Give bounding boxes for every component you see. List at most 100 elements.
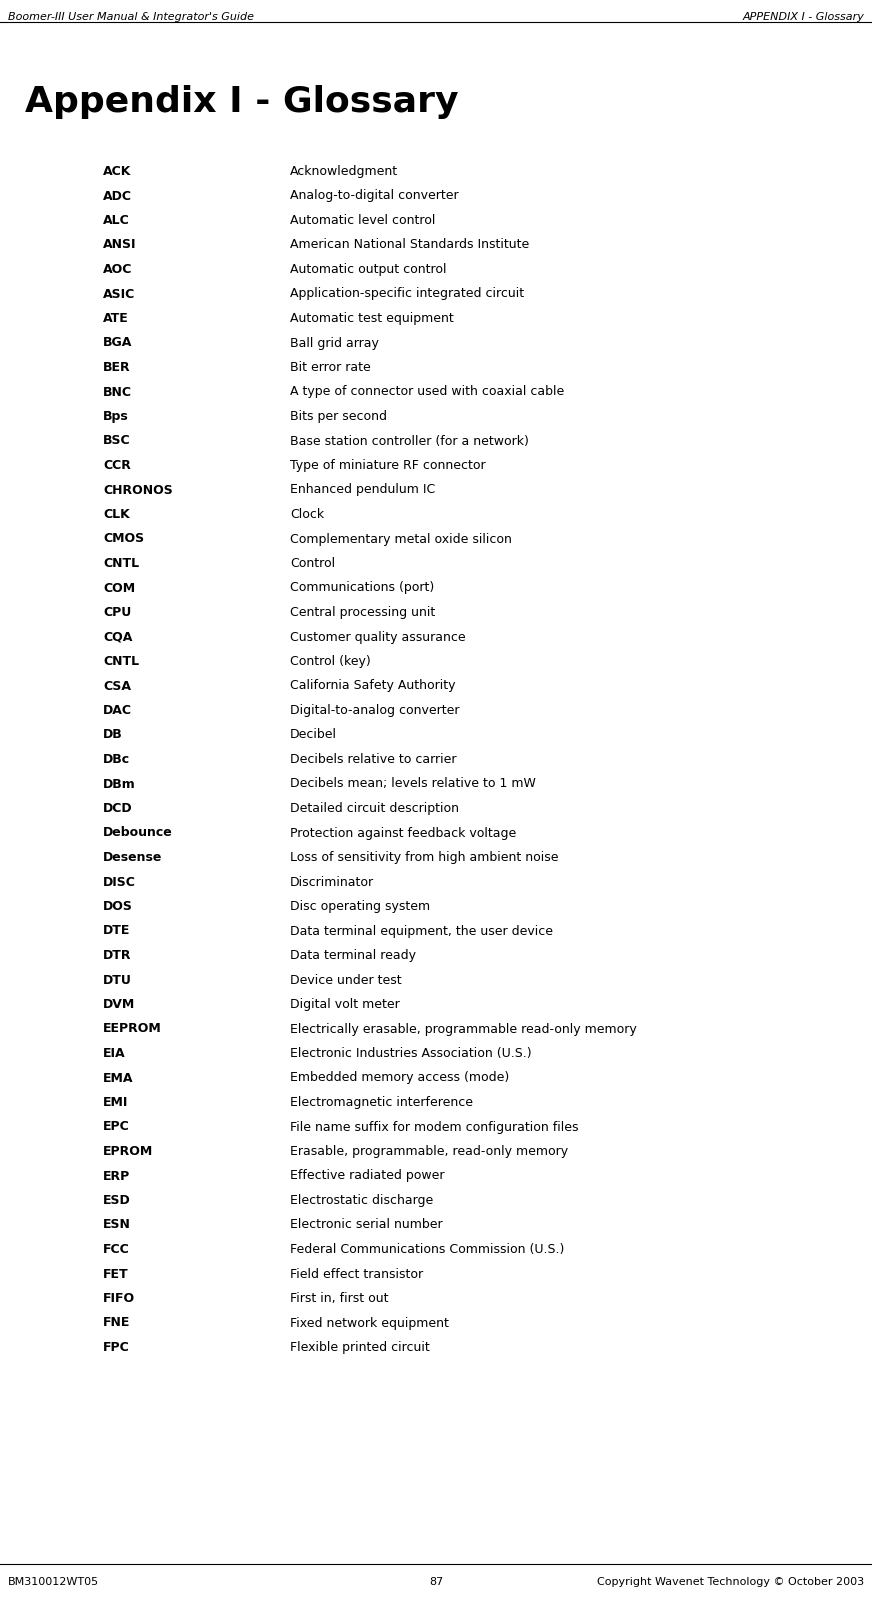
Text: Copyright Wavenet Technology © October 2003: Copyright Wavenet Technology © October 2… — [596, 1577, 864, 1586]
Text: COM: COM — [103, 582, 135, 595]
Text: Fixed network equipment: Fixed network equipment — [290, 1317, 449, 1330]
Text: Bps: Bps — [103, 411, 129, 423]
Text: Boomer-III User Manual & Integrator's Guide: Boomer-III User Manual & Integrator's Gu… — [8, 11, 254, 22]
Text: DB: DB — [103, 728, 123, 741]
Text: Detailed circuit description: Detailed circuit description — [290, 802, 459, 815]
Text: DCD: DCD — [103, 802, 133, 815]
Text: CSA: CSA — [103, 680, 131, 693]
Text: Protection against feedback voltage: Protection against feedback voltage — [290, 826, 516, 839]
Text: Ball grid array: Ball grid array — [290, 337, 378, 350]
Text: DVM: DVM — [103, 998, 135, 1011]
Text: Control: Control — [290, 557, 335, 569]
Text: Application-specific integrated circuit: Application-specific integrated circuit — [290, 287, 524, 300]
Text: EEPROM: EEPROM — [103, 1022, 161, 1036]
Text: First in, first out: First in, first out — [290, 1291, 389, 1306]
Text: Communications (port): Communications (port) — [290, 582, 434, 595]
Text: EMI: EMI — [103, 1096, 128, 1108]
Text: Analog-to-digital converter: Analog-to-digital converter — [290, 189, 459, 202]
Text: DBm: DBm — [103, 778, 136, 791]
Text: CNTL: CNTL — [103, 654, 140, 667]
Text: Automatic level control: Automatic level control — [290, 213, 435, 228]
Text: ALC: ALC — [103, 213, 130, 228]
Text: Erasable, programmable, read-only memory: Erasable, programmable, read-only memory — [290, 1145, 569, 1158]
Text: ERP: ERP — [103, 1169, 130, 1182]
Text: Acknowledgment: Acknowledgment — [290, 165, 399, 178]
Text: Decibel: Decibel — [290, 728, 337, 741]
Text: DTR: DTR — [103, 950, 132, 962]
Text: DTE: DTE — [103, 924, 131, 937]
Text: Debounce: Debounce — [103, 826, 173, 839]
Text: DAC: DAC — [103, 704, 132, 717]
Text: FCC: FCC — [103, 1243, 130, 1256]
Text: Type of miniature RF connector: Type of miniature RF connector — [290, 459, 486, 472]
Text: Decibels mean; levels relative to 1 mW: Decibels mean; levels relative to 1 mW — [290, 778, 536, 791]
Text: Central processing unit: Central processing unit — [290, 606, 435, 619]
Text: Flexible printed circuit: Flexible printed circuit — [290, 1341, 430, 1354]
Text: Federal Communications Commission (U.S.): Federal Communications Commission (U.S.) — [290, 1243, 564, 1256]
Text: Loss of sensitivity from high ambient noise: Loss of sensitivity from high ambient no… — [290, 852, 558, 865]
Text: DOS: DOS — [103, 900, 133, 913]
Text: ANSI: ANSI — [103, 239, 137, 252]
Text: Electrically erasable, programmable read-only memory: Electrically erasable, programmable read… — [290, 1022, 637, 1036]
Text: Effective radiated power: Effective radiated power — [290, 1169, 445, 1182]
Text: EMA: EMA — [103, 1071, 133, 1084]
Text: CQA: CQA — [103, 630, 133, 643]
Text: DISC: DISC — [103, 876, 136, 889]
Text: Automatic test equipment: Automatic test equipment — [290, 313, 453, 326]
Text: EPROM: EPROM — [103, 1145, 153, 1158]
Text: EPC: EPC — [103, 1121, 130, 1134]
Text: Enhanced pendulum IC: Enhanced pendulum IC — [290, 483, 435, 497]
Text: A type of connector used with coaxial cable: A type of connector used with coaxial ca… — [290, 385, 564, 398]
Text: Bit error rate: Bit error rate — [290, 361, 371, 374]
Text: Clock: Clock — [290, 508, 324, 521]
Text: Complementary metal oxide silicon: Complementary metal oxide silicon — [290, 533, 512, 545]
Text: FET: FET — [103, 1267, 129, 1280]
Text: ADC: ADC — [103, 189, 132, 202]
Text: AOC: AOC — [103, 263, 133, 276]
Text: CLK: CLK — [103, 508, 130, 521]
Text: CNTL: CNTL — [103, 557, 140, 569]
Text: Digital volt meter: Digital volt meter — [290, 998, 399, 1011]
Text: Digital-to-analog converter: Digital-to-analog converter — [290, 704, 460, 717]
Text: APPENDIX I - Glossary: APPENDIX I - Glossary — [742, 11, 864, 22]
Text: Electronic serial number: Electronic serial number — [290, 1219, 443, 1232]
Text: 87: 87 — [429, 1577, 443, 1586]
Text: BSC: BSC — [103, 435, 131, 448]
Text: DBc: DBc — [103, 752, 130, 767]
Text: DTU: DTU — [103, 974, 132, 986]
Text: FNE: FNE — [103, 1317, 131, 1330]
Text: BNC: BNC — [103, 385, 132, 398]
Text: Control (key): Control (key) — [290, 654, 371, 667]
Text: Bits per second: Bits per second — [290, 411, 387, 423]
Text: Decibels relative to carrier: Decibels relative to carrier — [290, 752, 457, 767]
Text: Embedded memory access (mode): Embedded memory access (mode) — [290, 1071, 509, 1084]
Text: Appendix I - Glossary: Appendix I - Glossary — [25, 85, 459, 119]
Text: Customer quality assurance: Customer quality assurance — [290, 630, 466, 643]
Text: ATE: ATE — [103, 313, 129, 326]
Text: Electrostatic discharge: Electrostatic discharge — [290, 1193, 433, 1206]
Text: Data terminal ready: Data terminal ready — [290, 950, 416, 962]
Text: ASIC: ASIC — [103, 287, 135, 300]
Text: Base station controller (for a network): Base station controller (for a network) — [290, 435, 529, 448]
Text: California Safety Authority: California Safety Authority — [290, 680, 455, 693]
Text: Data terminal equipment, the user device: Data terminal equipment, the user device — [290, 924, 553, 937]
Text: ESD: ESD — [103, 1193, 131, 1206]
Text: Device under test: Device under test — [290, 974, 402, 986]
Text: ACK: ACK — [103, 165, 132, 178]
Text: CCR: CCR — [103, 459, 131, 472]
Text: ESN: ESN — [103, 1219, 131, 1232]
Text: File name suffix for modem configuration files: File name suffix for modem configuration… — [290, 1121, 578, 1134]
Text: Automatic output control: Automatic output control — [290, 263, 446, 276]
Text: BER: BER — [103, 361, 131, 374]
Text: FIFO: FIFO — [103, 1291, 135, 1306]
Text: CMOS: CMOS — [103, 533, 144, 545]
Text: BM310012WT05: BM310012WT05 — [8, 1577, 99, 1586]
Text: Disc operating system: Disc operating system — [290, 900, 430, 913]
Text: Electromagnetic interference: Electromagnetic interference — [290, 1096, 473, 1108]
Text: FPC: FPC — [103, 1341, 130, 1354]
Text: Field effect transistor: Field effect transistor — [290, 1267, 423, 1280]
Text: CPU: CPU — [103, 606, 132, 619]
Text: Electronic Industries Association (U.S.): Electronic Industries Association (U.S.) — [290, 1047, 532, 1060]
Text: BGA: BGA — [103, 337, 133, 350]
Text: EIA: EIA — [103, 1047, 126, 1060]
